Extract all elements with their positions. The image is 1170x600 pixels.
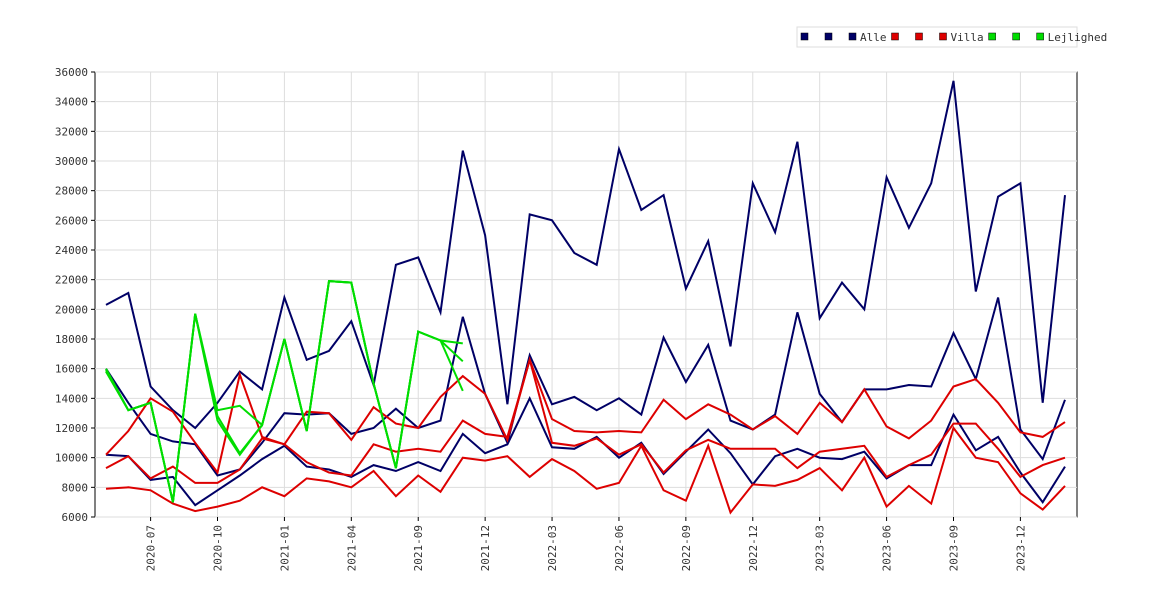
series-line (105, 425, 1066, 515)
legend-swatch (1012, 32, 1020, 41)
legend-label: Lejlighed (1048, 31, 1108, 44)
legend-box (796, 26, 1078, 48)
legend-swatch (939, 32, 947, 41)
y-tick-label: 26000 (55, 214, 88, 227)
legend-swatch (915, 32, 923, 41)
x-tick-label: 2023-06 (881, 525, 894, 571)
y-tick-label: 16000 (55, 363, 88, 376)
legend-swatch (891, 32, 899, 41)
x-tick-label: 2020-07 (145, 525, 158, 571)
legend-swatch (988, 32, 996, 41)
y-tick-label: 34000 (55, 96, 88, 109)
y-tick-label: 18000 (55, 333, 88, 346)
y-tick-label: 28000 (55, 185, 88, 198)
series-line (105, 80, 1066, 430)
y-tick-label: 30000 (55, 155, 88, 168)
y-tick-label: 12000 (55, 422, 88, 435)
series-line (105, 356, 1066, 475)
x-tick-label: 2020-10 (212, 525, 225, 571)
y-tick-label: 10000 (55, 452, 88, 465)
x-tick-label: 2021-12 (479, 525, 492, 571)
x-tick-label: 2022-06 (613, 525, 626, 571)
x-tick-label: 2021-09 (412, 525, 425, 571)
x-tick-label: 2022-03 (546, 525, 559, 571)
x-tick-label: 2023-09 (947, 525, 960, 571)
y-tick-label: 24000 (55, 244, 88, 257)
legend-swatch (800, 32, 809, 41)
legend-swatch (1036, 32, 1044, 41)
series-line (105, 280, 464, 503)
x-tick-label: 2023-12 (1014, 525, 1027, 571)
legend-label: Villa (951, 31, 984, 44)
y-tick-label: 6000 (62, 511, 89, 524)
series-line (105, 297, 1066, 477)
y-tick-label: 36000 (55, 66, 88, 79)
y-tick-label: 22000 (55, 274, 88, 287)
y-tick-label: 20000 (55, 303, 88, 316)
y-tick-label: 32000 (55, 125, 88, 138)
x-tick-label: 2021-04 (345, 525, 358, 572)
legend-swatch (848, 32, 857, 41)
y-tick-label: 8000 (62, 481, 89, 494)
x-tick-label: 2022-09 (680, 525, 693, 571)
y-tick-label: 14000 (55, 392, 88, 405)
series-line (105, 356, 1066, 484)
legend-swatch (824, 32, 833, 41)
x-tick-label: 2022-12 (747, 525, 760, 571)
x-tick-label: 2021-01 (278, 525, 291, 571)
legend-label: Alle (860, 31, 887, 44)
x-tick-label: 2023-03 (814, 525, 827, 571)
